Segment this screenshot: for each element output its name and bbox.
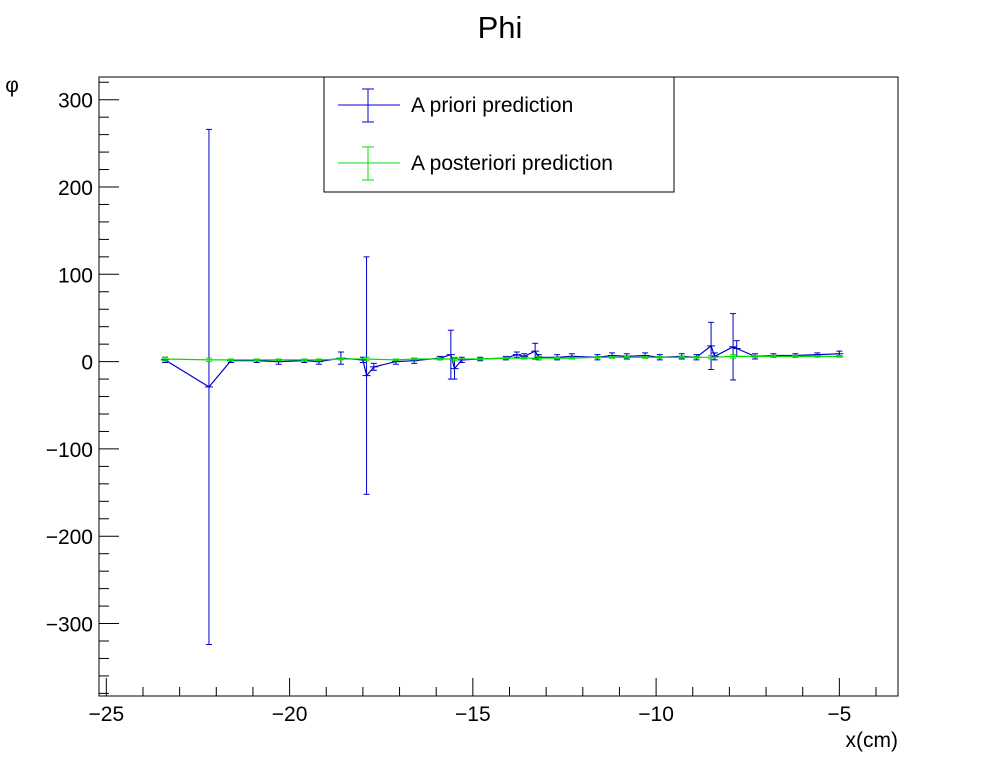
legend-marker-a-posteriori: [338, 146, 400, 181]
x-tick-label: −25: [89, 703, 125, 726]
data-point: [692, 355, 701, 359]
y-tick-label: 300: [58, 90, 93, 113]
y-tick-label: −200: [46, 526, 93, 549]
data-point: [534, 355, 543, 361]
legend-marker-a-priori: [338, 88, 400, 123]
data-point: [336, 357, 345, 361]
data-point: [567, 356, 576, 360]
data-point: [252, 358, 261, 362]
chart-title: Phi: [478, 10, 523, 45]
data-point: [410, 357, 419, 361]
series-a-posteriori: [160, 354, 844, 363]
data-point: [707, 321, 716, 370]
x-axis-ticks: −25 −20 −15 −10 −5: [89, 678, 877, 726]
data-point: [641, 355, 650, 359]
x-axis-title: x(cm): [846, 729, 898, 752]
data-point: [369, 362, 378, 371]
y-axis-title: φ: [5, 74, 19, 97]
legend-box: [323, 76, 675, 193]
data-point: [655, 355, 664, 359]
data-point: [204, 128, 213, 645]
data-point: [791, 355, 800, 358]
x-tick-label: −15: [455, 703, 491, 726]
legend-label-a-posteriori: A posteriori prediction: [411, 152, 613, 175]
legend: A priori prediction A posteriori predict…: [323, 76, 675, 193]
x-tick-label: −5: [827, 703, 851, 726]
data-point: [622, 355, 631, 359]
data-point: [204, 357, 213, 363]
y-axis-ticks: 300 200 100 0 −100 −200 −300: [46, 81, 119, 694]
data-point: [769, 355, 778, 358]
legend-entry-a-priori: A priori prediction: [338, 88, 573, 123]
data-point: [512, 351, 521, 358]
data-point: [314, 358, 323, 362]
data-point: [751, 355, 760, 358]
y-tick-label: 200: [58, 177, 93, 200]
data-point: [593, 355, 602, 359]
data-point: [274, 358, 283, 362]
data-point: [531, 342, 540, 360]
legend-entry-a-posteriori: A posteriori prediction: [338, 146, 613, 181]
series-layer: [160, 128, 844, 645]
y-tick-label: −300: [46, 614, 93, 637]
data-point: [435, 357, 444, 361]
data-point: [300, 358, 309, 362]
y-tick-label: 100: [58, 264, 93, 287]
data-point: [391, 358, 400, 362]
data-point: [677, 355, 686, 359]
data-point: [608, 355, 617, 359]
y-tick-label: 0: [81, 352, 93, 375]
data-point: [476, 357, 485, 361]
legend-label-a-priori: A priori prediction: [411, 94, 573, 117]
x-tick-label: −10: [638, 703, 674, 726]
data-point: [362, 356, 371, 362]
data-point: [707, 355, 716, 360]
data-point: [160, 356, 169, 362]
data-point: [729, 313, 738, 381]
data-point: [553, 356, 562, 360]
data-point: [813, 355, 822, 358]
x-tick-label: −20: [272, 703, 308, 726]
data-point: [226, 358, 235, 362]
data-point: [362, 256, 371, 495]
data-point: [501, 356, 510, 360]
data-point: [520, 356, 529, 360]
data-point: [729, 354, 738, 359]
data-point: [835, 355, 844, 358]
y-tick-label: −100: [46, 439, 93, 462]
data-point: [457, 356, 466, 363]
data-point: [710, 352, 719, 361]
data-point: [450, 356, 459, 362]
